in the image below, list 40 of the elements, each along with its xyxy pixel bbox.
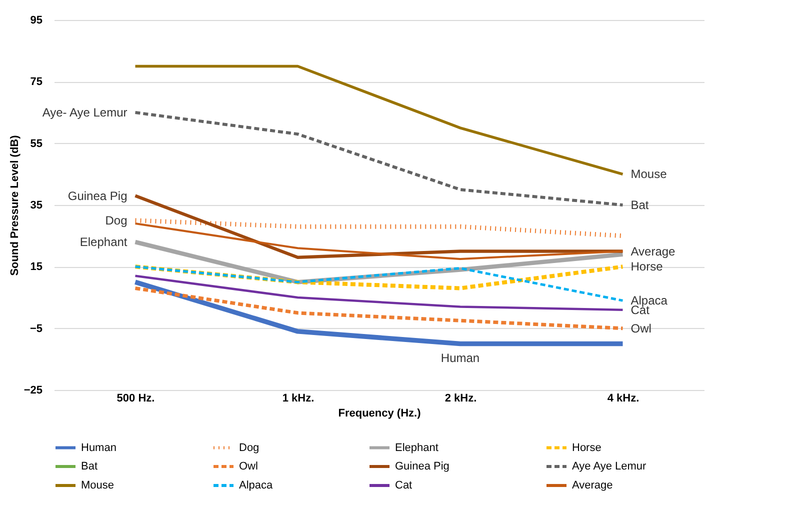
- y-tick-label: 35: [30, 200, 42, 212]
- legend-label: Guinea Pig: [395, 460, 450, 472]
- legend-label: Bat: [81, 460, 98, 472]
- line-series: [134, 111, 624, 206]
- y-axis-title: Sound Pressure Level (dB): [8, 134, 21, 276]
- legend-label: Average: [572, 480, 613, 492]
- legend-label: Aye Aye Lemur: [572, 460, 647, 472]
- y-tick-label: 15: [30, 261, 42, 274]
- line-series: [134, 286, 624, 330]
- line-series: [134, 222, 624, 260]
- annotation: Average: [630, 244, 676, 258]
- legend-label: Owl: [239, 460, 258, 472]
- annotation: Owl: [630, 321, 652, 336]
- annotation: Elephant: [80, 235, 128, 249]
- x-tick-label: 4 kHz.: [607, 392, 640, 404]
- annotation: Guinea Pig: [68, 188, 128, 203]
- annotation: Human: [440, 350, 480, 365]
- legend-label: Human: [81, 442, 116, 454]
- x-tick-label: 1 kHz.: [282, 392, 314, 404]
- legend-label: Dog: [239, 442, 260, 454]
- annotation: Mouse: [630, 167, 668, 182]
- annotation: Bat: [630, 198, 650, 212]
- x-tick-label: 2 kHz.: [444, 392, 477, 404]
- legend-label: Mouse: [81, 480, 114, 492]
- y-tick-label: 95: [30, 14, 42, 26]
- y-tick-label: −25: [24, 384, 42, 396]
- legend-label: Horse: [572, 442, 602, 454]
- y-tick-label: 75: [30, 76, 42, 88]
- line-series: [134, 265, 624, 302]
- annotation: Horse: [630, 260, 664, 274]
- annotation: Dog: [105, 213, 128, 228]
- legend-label: Elephant: [395, 442, 438, 454]
- line-series: [134, 274, 624, 311]
- x-tick-label: 500 Hz.: [116, 392, 155, 404]
- annotation: Aye- Aye Lemur: [42, 106, 128, 120]
- y-tick-label: −5: [30, 322, 42, 335]
- y-tick-label: 55: [30, 138, 42, 150]
- legend-label: Alpaca: [239, 480, 274, 492]
- legend-label: Cat: [395, 480, 412, 492]
- x-axis-title: Frequency (Hz.): [338, 408, 422, 420]
